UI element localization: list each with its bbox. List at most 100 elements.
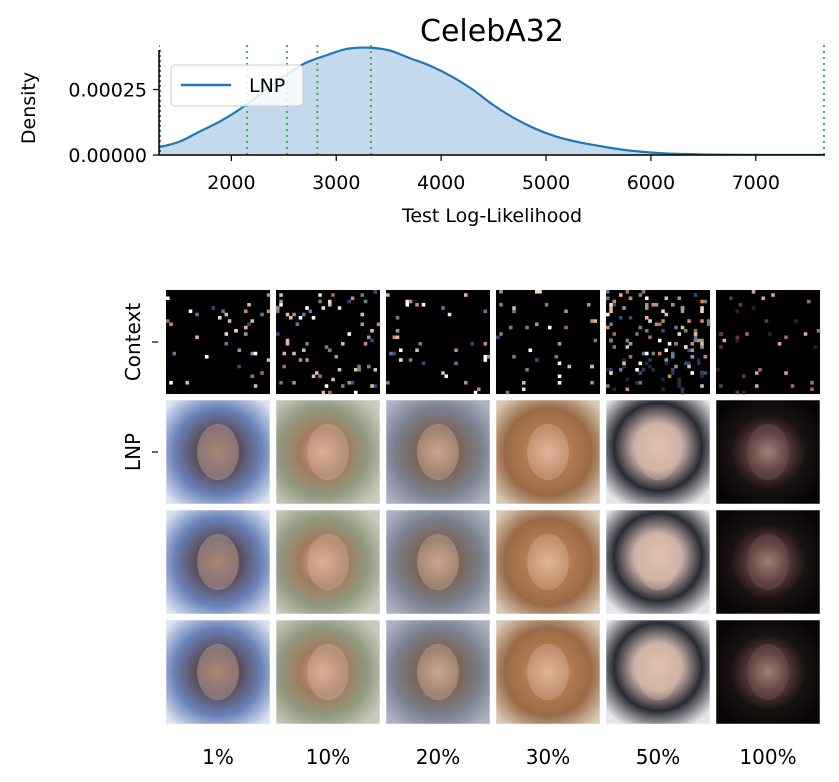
grid-cell-r1-c4	[605, 399, 711, 505]
context-pixel	[247, 303, 251, 307]
context-pixel	[564, 325, 568, 330]
context-pixel	[279, 299, 283, 304]
context-pixel	[658, 338, 662, 343]
context-pixel	[803, 332, 808, 336]
context-pixel	[751, 290, 756, 294]
sample-border	[495, 399, 601, 505]
context-pixel	[735, 309, 740, 314]
grid-cell-r1-c0	[165, 399, 271, 505]
context-pixel	[522, 387, 526, 392]
context-pixel	[684, 329, 688, 333]
column-label-4: 50%	[636, 745, 680, 769]
x-tick-label-3000: 3000	[312, 172, 360, 194]
column-label-3: 30%	[526, 745, 570, 769]
context-pixel	[768, 332, 772, 336]
context-pixel	[337, 306, 342, 310]
context-pixel	[625, 377, 630, 382]
context-pixel	[395, 316, 400, 320]
context-pixel	[535, 358, 539, 362]
context-pixel	[671, 355, 675, 359]
column-label-5: 100%	[739, 745, 796, 769]
lnp-sample-image	[606, 400, 710, 504]
context-pixel	[421, 303, 426, 307]
face-blob	[307, 423, 349, 481]
context-pixel	[645, 316, 649, 320]
context-pixel	[195, 312, 199, 317]
context-pixel	[645, 303, 649, 307]
face-blob	[527, 533, 569, 591]
context-pixel	[664, 296, 669, 301]
context-pixel	[700, 371, 704, 375]
sample-border	[715, 509, 821, 615]
grid-cell-r1-c3	[495, 399, 601, 505]
context-pixel	[745, 332, 749, 336]
context-pixel	[628, 342, 633, 346]
context-pixel	[237, 364, 242, 369]
context-pixel	[590, 319, 594, 323]
context-pixel	[645, 329, 649, 333]
context-pixel	[690, 348, 695, 353]
context-pixel	[295, 322, 300, 327]
context-pixel	[285, 312, 290, 317]
lnp-sample-image	[716, 400, 820, 504]
context-pixel	[700, 299, 704, 304]
context-pixel	[389, 351, 393, 356]
face-blob	[747, 643, 789, 701]
context-pixel	[496, 335, 500, 340]
context-pixel	[651, 303, 656, 307]
grid-cell-r2-c3	[495, 509, 601, 615]
context-pixel	[738, 303, 743, 307]
context-pixel	[612, 387, 617, 392]
context-pixel	[641, 368, 646, 372]
context-pixel	[266, 309, 271, 314]
context-pixel	[279, 293, 283, 297]
context-pixel	[755, 384, 759, 388]
context-pixel	[279, 381, 283, 385]
face-blob	[307, 533, 349, 591]
context-pixel	[311, 374, 316, 379]
sample-border	[275, 619, 381, 725]
context-pixel	[395, 329, 400, 333]
context-pixel	[276, 309, 280, 314]
context-pixel	[703, 371, 708, 375]
legend-box	[170, 64, 304, 107]
context-pixel	[664, 312, 669, 317]
context-pixel	[544, 303, 549, 307]
context-pixel	[509, 325, 513, 330]
context-pixel	[587, 303, 591, 307]
context-pixel	[609, 322, 613, 327]
context-pixel	[619, 293, 623, 297]
context-pixel	[224, 342, 229, 346]
context-pixel	[625, 290, 630, 294]
face-blob	[747, 423, 789, 481]
context-pixel	[658, 322, 662, 327]
context-pixel	[641, 290, 646, 294]
context-pixel	[260, 312, 264, 317]
context-pixel	[612, 332, 617, 336]
context-pixel	[324, 345, 329, 349]
context-pixel	[285, 342, 290, 346]
context-pixel	[638, 381, 643, 385]
lnp-sample-image	[276, 620, 380, 724]
context-pixel	[719, 332, 723, 336]
context-pixel	[684, 361, 688, 366]
context-pixel	[538, 290, 542, 294]
context-pixel	[794, 319, 798, 323]
context-pixel	[395, 335, 400, 340]
context-pixel	[612, 299, 617, 304]
grid-cell-r2-c0	[165, 509, 271, 615]
context-pixel	[250, 351, 255, 356]
grid-cell-r0-c1	[276, 290, 381, 395]
context-pixel	[612, 345, 617, 349]
context-pixel	[172, 351, 177, 356]
context-pixel	[373, 290, 378, 294]
context-pixel	[628, 316, 633, 320]
context-pixel	[370, 338, 374, 343]
context-pixel	[661, 329, 665, 333]
context-pixel	[693, 335, 698, 340]
context-pixel	[318, 293, 322, 297]
context-pixel	[305, 358, 309, 362]
context-pixel	[499, 290, 503, 294]
context-pixel	[784, 371, 788, 375]
sample-border	[495, 619, 601, 725]
